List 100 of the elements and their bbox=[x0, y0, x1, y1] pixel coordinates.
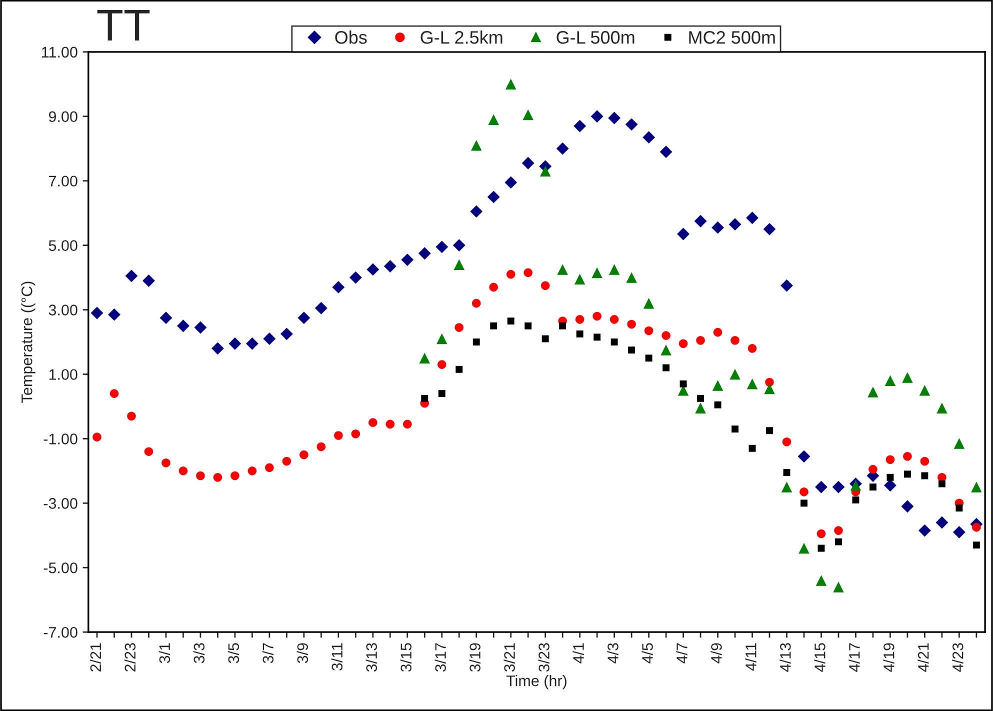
point bbox=[108, 308, 120, 321]
point bbox=[714, 401, 722, 408]
point bbox=[798, 450, 810, 463]
point bbox=[730, 368, 740, 380]
point bbox=[488, 114, 499, 125]
point bbox=[248, 466, 257, 476]
point bbox=[834, 526, 843, 535]
point bbox=[211, 342, 224, 355]
point bbox=[746, 212, 758, 224]
point bbox=[160, 312, 172, 324]
point bbox=[936, 402, 948, 414]
point bbox=[697, 394, 704, 402]
point bbox=[556, 142, 569, 155]
point bbox=[316, 442, 326, 452]
point bbox=[419, 352, 430, 364]
point bbox=[678, 339, 688, 348]
x-tick-label: 3/21 bbox=[504, 643, 515, 672]
point bbox=[522, 109, 534, 120]
point bbox=[780, 279, 793, 292]
x-tick-label: 3/5 bbox=[228, 643, 240, 664]
point bbox=[610, 315, 619, 324]
point bbox=[125, 270, 138, 282]
point bbox=[712, 221, 724, 234]
point bbox=[971, 482, 982, 492]
point bbox=[472, 298, 481, 308]
point bbox=[540, 166, 551, 177]
x-tick-label: 4/19 bbox=[883, 643, 894, 672]
point bbox=[505, 78, 516, 90]
x-tick-label: 2/21 bbox=[90, 643, 102, 672]
point bbox=[90, 306, 104, 320]
point bbox=[574, 120, 586, 132]
point bbox=[730, 336, 740, 345]
point bbox=[368, 418, 378, 427]
point bbox=[592, 312, 602, 321]
point bbox=[263, 332, 276, 345]
point bbox=[936, 516, 948, 529]
point bbox=[490, 322, 498, 330]
point bbox=[765, 378, 774, 387]
point bbox=[489, 282, 498, 292]
point bbox=[177, 320, 190, 332]
point bbox=[334, 431, 343, 440]
point bbox=[694, 214, 707, 228]
point bbox=[712, 380, 724, 391]
point bbox=[728, 218, 742, 231]
point bbox=[748, 344, 757, 353]
point bbox=[144, 447, 154, 456]
point bbox=[644, 326, 654, 336]
x-tick-label: 4/3 bbox=[607, 643, 618, 664]
point bbox=[626, 272, 637, 283]
point bbox=[662, 331, 670, 340]
point bbox=[972, 542, 980, 549]
point bbox=[524, 268, 532, 278]
point bbox=[764, 383, 775, 394]
point bbox=[196, 471, 205, 480]
point bbox=[282, 456, 292, 466]
point bbox=[454, 323, 464, 332]
point bbox=[660, 146, 672, 158]
x-tick-label: 4/9 bbox=[710, 643, 722, 664]
point bbox=[178, 466, 188, 476]
point bbox=[642, 131, 656, 144]
point bbox=[783, 469, 790, 476]
point bbox=[746, 378, 758, 390]
point bbox=[625, 118, 638, 131]
x-tick-label: 3/9 bbox=[296, 643, 308, 664]
point bbox=[781, 482, 792, 492]
x-tick-label: 3/11 bbox=[331, 643, 343, 671]
point bbox=[904, 470, 911, 478]
point bbox=[314, 302, 328, 314]
point bbox=[142, 274, 155, 287]
x-tick-label: 4/1 bbox=[572, 643, 584, 664]
point bbox=[384, 260, 396, 272]
point bbox=[594, 334, 601, 341]
point bbox=[852, 496, 860, 504]
point bbox=[608, 112, 621, 124]
point bbox=[230, 471, 240, 480]
point bbox=[507, 318, 514, 325]
x-tick-label: 4/7 bbox=[676, 643, 688, 664]
y-tick-label: -3.00 bbox=[44, 498, 78, 509]
point bbox=[421, 394, 428, 402]
x-tick-label: 4/17 bbox=[848, 643, 860, 672]
point bbox=[627, 320, 636, 329]
point bbox=[454, 259, 464, 270]
point bbox=[766, 427, 773, 434]
point bbox=[643, 298, 654, 309]
y-axis-title: Temperature ((°C) bbox=[21, 282, 36, 403]
point bbox=[628, 346, 636, 354]
x-tick-label: 4/11 bbox=[745, 643, 756, 671]
point bbox=[763, 222, 776, 236]
point bbox=[870, 484, 876, 491]
point bbox=[386, 420, 395, 429]
point bbox=[575, 315, 584, 324]
point bbox=[349, 271, 362, 284]
x-tick-label: 2/23 bbox=[124, 643, 136, 672]
y-tick-label: 9.00 bbox=[48, 111, 78, 122]
point bbox=[540, 281, 550, 290]
point bbox=[280, 328, 293, 340]
point bbox=[902, 372, 913, 383]
point bbox=[903, 452, 912, 461]
x-tick-label: 3/3 bbox=[193, 643, 205, 664]
x-tick-label: 3/15 bbox=[400, 643, 412, 672]
